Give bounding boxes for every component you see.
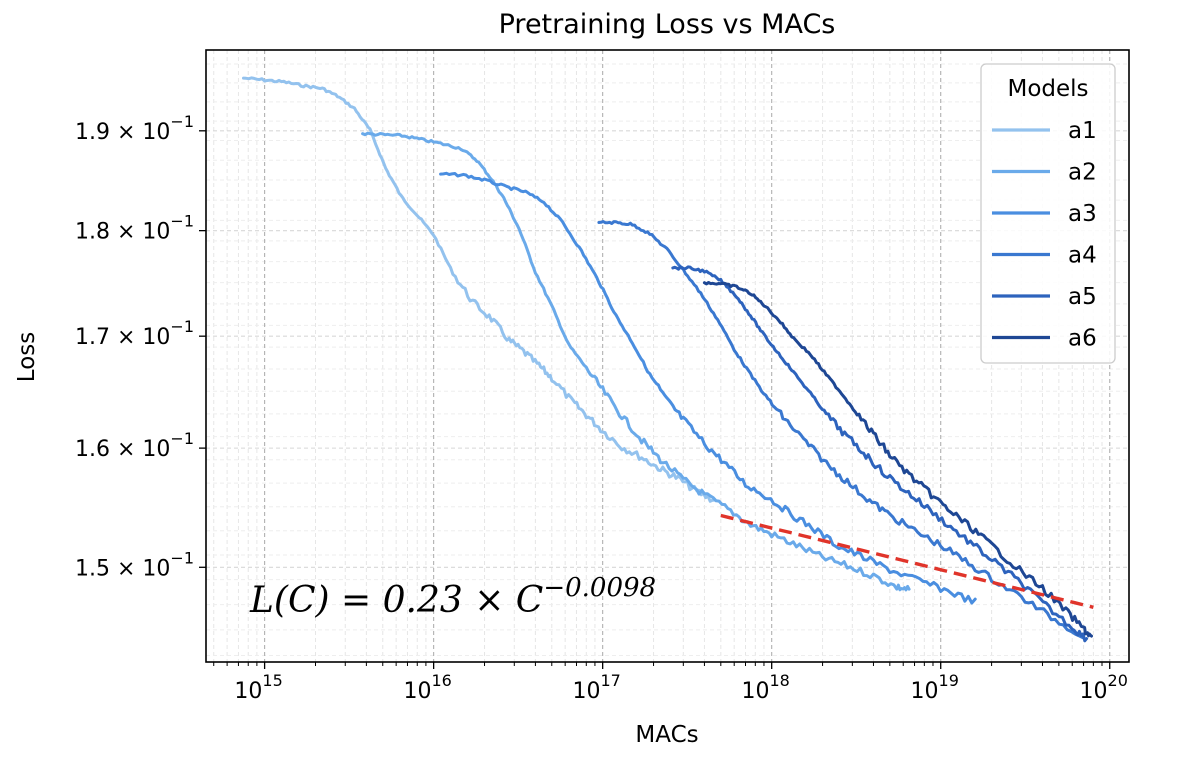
fit-line: [720, 513, 1094, 609]
y-tick-label: 1.6 × 10−1: [75, 429, 194, 462]
series-line-a5: [671, 265, 1089, 643]
y-tick-label: 1.8 × 10−1: [75, 212, 194, 245]
x-axis-ticks: 1015 1016 1017 1018 1019 1020: [213, 662, 1128, 704]
x-tick-label: 1016: [403, 671, 451, 704]
legend-label-a3: a3: [1068, 201, 1097, 227]
fit-formula: L(C) = 0.23 × C−0.0098: [249, 573, 656, 621]
fit-formula-exponent: −0.0098: [543, 573, 656, 603]
series-layer: [242, 76, 1093, 643]
legend: Models a1 a2 a3 a4 a5 a6: [980, 63, 1116, 364]
fit-layer: [720, 513, 1094, 609]
series-line-a1: [242, 76, 717, 503]
legend-label-a4: a4: [1068, 243, 1097, 269]
y-tick-label: 1.7 × 10−1: [75, 317, 194, 350]
series-line-a6: [702, 281, 1093, 638]
chart-title: Pretraining Loss vs MACs: [499, 9, 836, 40]
x-axis-label: MACs: [635, 722, 698, 748]
series-line-a2: [361, 131, 911, 592]
x-tick-label: 1017: [572, 671, 620, 704]
legend-label-a2: a2: [1068, 160, 1097, 186]
x-tick-label: 1020: [1080, 671, 1128, 704]
legend-label-a6: a6: [1068, 326, 1097, 352]
legend-label-a5: a5: [1068, 284, 1097, 310]
series-line-a4: [597, 220, 1086, 640]
plot-frame: [205, 49, 1130, 663]
fit-formula-main: L(C) = 0.23 × C: [249, 580, 543, 621]
x-tick-label: 1019: [911, 671, 959, 704]
y-axis-label: Loss: [14, 332, 40, 382]
y-axis-ticks: 1.5 × 10−1 1.6 × 10−1 1.7 × 10−1 1.8 × 10−1…: [75, 112, 206, 581]
y-tick-label: 1.5 × 10−1: [75, 548, 194, 581]
legend-label-a1: a1: [1068, 118, 1097, 144]
series-line-a3: [439, 171, 977, 605]
legend-items: a1 a2 a3 a4 a5 a6: [992, 118, 1097, 352]
y-tick-label: 1.9 × 10−1: [75, 112, 194, 145]
legend-title: Models: [1007, 76, 1088, 102]
x-tick-label: 1018: [742, 671, 790, 704]
x-tick-label: 1015: [234, 671, 282, 704]
